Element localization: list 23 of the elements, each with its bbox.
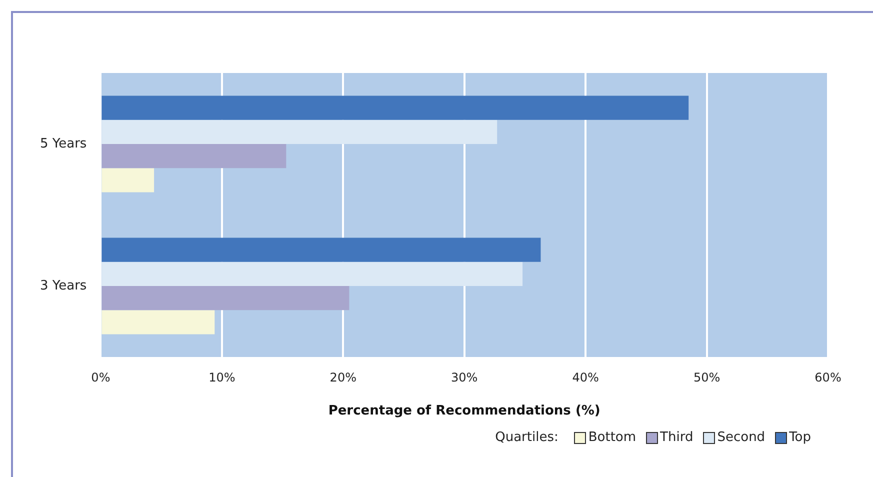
bar — [102, 96, 689, 120]
legend-label: Second — [717, 430, 766, 445]
bar — [102, 144, 286, 168]
legend-title: Quartiles: — [495, 430, 558, 445]
bar — [102, 168, 154, 192]
x-axis-title: Percentage of Recommendations (%) — [328, 404, 600, 419]
bar — [102, 286, 350, 310]
x-tick-label: 10% — [208, 370, 236, 384]
bar — [102, 262, 523, 286]
legend-label: Top — [789, 430, 811, 445]
x-tick-label: 0% — [91, 370, 110, 384]
y-tick-label: 5 Years — [40, 136, 87, 152]
x-tick-label: 50% — [693, 370, 720, 384]
bar — [102, 120, 498, 144]
bar — [102, 310, 215, 334]
legend-label: Third — [660, 430, 694, 445]
y-tick-label: 3 Years — [40, 278, 87, 294]
bar — [102, 238, 541, 262]
x-tick-label: 60% — [814, 370, 842, 384]
x-tick-label: 30% — [451, 370, 478, 384]
x-tick-label: 20% — [330, 370, 356, 384]
x-tick-label: 40% — [572, 370, 599, 384]
legend-label: Bottom — [588, 430, 636, 445]
